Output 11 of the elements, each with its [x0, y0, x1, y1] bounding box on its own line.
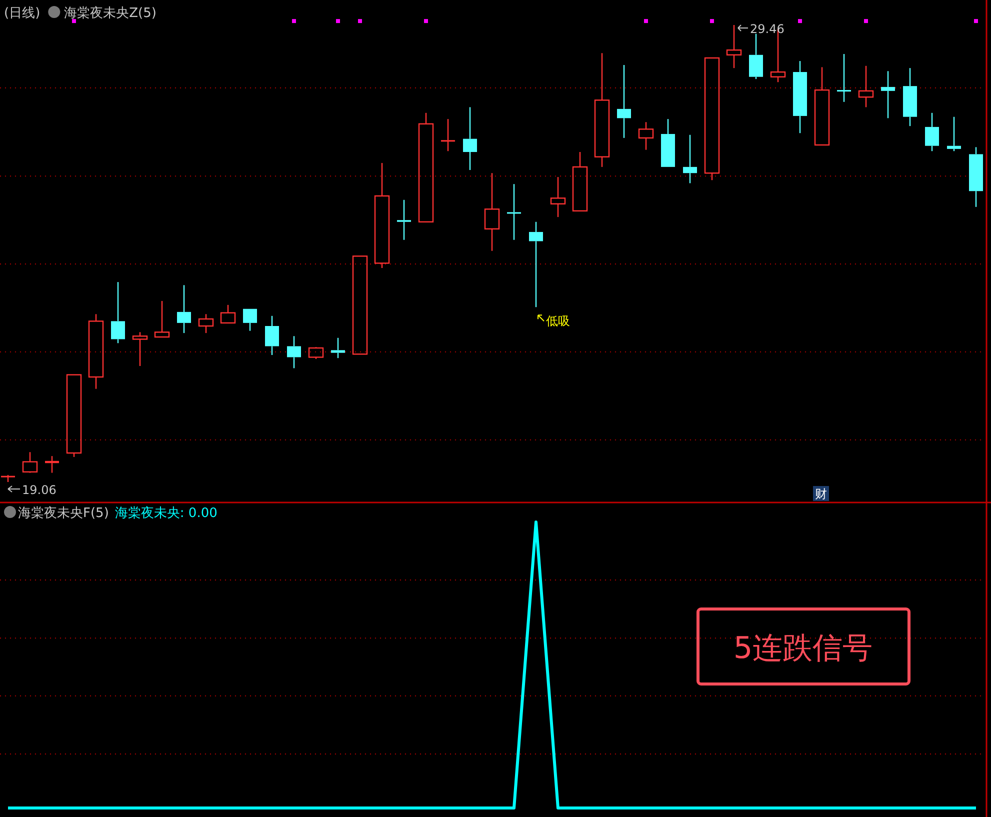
annotation: 财	[813, 486, 829, 501]
text: 海棠夜未央	[114, 505, 180, 521]
annotation: 低吸	[546, 314, 570, 328]
chart-title: 海棠夜未央F(5)	[18, 505, 109, 521]
annotation: 5连跌信号	[733, 631, 873, 666]
annotation: 29.46	[750, 22, 784, 36]
chart-title: (日线)	[4, 6, 40, 21]
text: : 0.00	[180, 506, 218, 521]
annotation-box: 5连跌信号	[696, 608, 910, 686]
text: 19.06	[22, 483, 56, 497]
chart-subtitle: 海棠夜未央Z(5)	[64, 5, 156, 21]
